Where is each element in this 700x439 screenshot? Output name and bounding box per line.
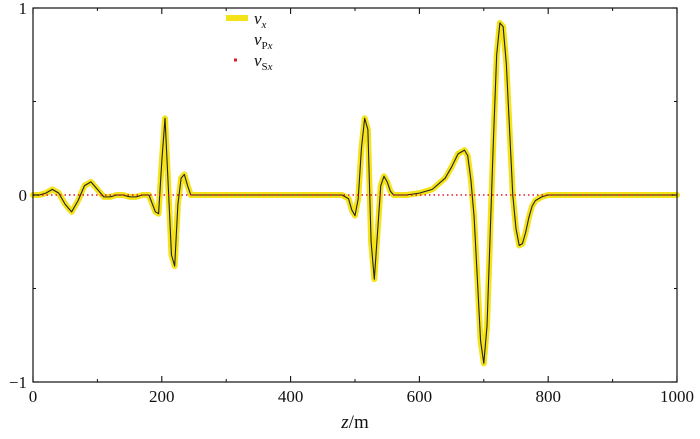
- x-tick-label: 200: [149, 387, 175, 406]
- x-tick-label: 600: [407, 387, 433, 406]
- legend-label-v-sx: vSx: [254, 51, 273, 73]
- series-layer: [30, 19, 680, 367]
- y-tick-label: −1: [9, 373, 27, 392]
- x-tick-label: 1000: [660, 387, 694, 406]
- x-tick-label: 0: [29, 387, 38, 406]
- x-tick-label: 400: [278, 387, 304, 406]
- x-tick-label: 800: [535, 387, 561, 406]
- series-line-v-px: [32, 22, 678, 364]
- legend-swatch-vsx: [234, 58, 237, 62]
- legend-label-v-px: vPx: [254, 30, 273, 52]
- y-tick-label: 1: [19, 0, 28, 18]
- y-tick-label: 0: [19, 186, 28, 205]
- legend-label-v-x: vx: [254, 9, 267, 31]
- x-axis-label: z/m: [340, 412, 369, 433]
